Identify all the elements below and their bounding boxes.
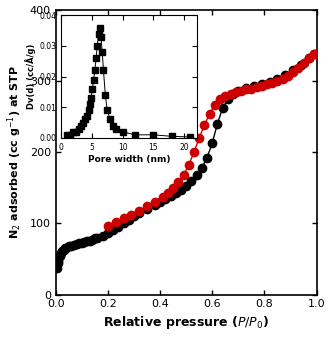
Y-axis label: N$_2$ adsorbed (cc g$^{-1}$) at STP: N$_2$ adsorbed (cc g$^{-1}$) at STP — [6, 65, 24, 239]
X-axis label: Relative pressure ($P/P_0$): Relative pressure ($P/P_0$) — [103, 314, 269, 332]
